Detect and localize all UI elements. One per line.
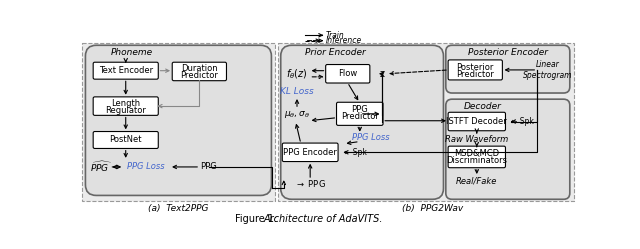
Text: KL Loss: KL Loss: [280, 87, 314, 96]
Text: (a)  Text2PPG: (a) Text2PPG: [148, 204, 209, 213]
Text: Text Encoder: Text Encoder: [99, 66, 153, 75]
Text: Linear
Spectrogram: Linear Spectrogram: [523, 60, 572, 80]
FancyBboxPatch shape: [85, 45, 271, 195]
Text: $\mu_\theta, \sigma_\theta$: $\mu_\theta, \sigma_\theta$: [284, 109, 310, 120]
Text: Train: Train: [326, 31, 344, 40]
Text: PPG: PPG: [351, 106, 368, 115]
FancyBboxPatch shape: [337, 102, 383, 125]
FancyBboxPatch shape: [446, 99, 570, 199]
Bar: [83, 43, 275, 201]
Text: PostNet: PostNet: [109, 135, 142, 144]
Text: Figure 1:: Figure 1:: [235, 214, 280, 224]
Text: Predictor: Predictor: [341, 112, 379, 122]
Text: Decoder: Decoder: [464, 102, 502, 111]
Text: Posterior: Posterior: [456, 63, 494, 72]
Text: Duration: Duration: [181, 64, 218, 73]
Text: ISTFT Decoder: ISTFT Decoder: [447, 117, 507, 126]
Text: Real/Fake: Real/Fake: [456, 176, 497, 185]
FancyBboxPatch shape: [448, 146, 506, 168]
Text: $\rightarrow$ PPG: $\rightarrow$ PPG: [295, 178, 326, 189]
Text: PPG Loss: PPG Loss: [352, 133, 389, 142]
Text: Raw Waveform: Raw Waveform: [445, 135, 508, 144]
FancyBboxPatch shape: [448, 112, 506, 131]
Text: Regulator: Regulator: [106, 106, 146, 115]
Text: Flow: Flow: [338, 69, 357, 78]
Text: Length: Length: [111, 99, 140, 108]
Text: $f_\theta(z)$: $f_\theta(z)$: [286, 67, 308, 81]
Text: PPG Loss: PPG Loss: [127, 162, 164, 172]
FancyBboxPatch shape: [172, 62, 227, 81]
FancyBboxPatch shape: [281, 45, 444, 199]
Text: MSD&MCD: MSD&MCD: [454, 149, 499, 158]
FancyBboxPatch shape: [448, 60, 502, 80]
FancyBboxPatch shape: [93, 62, 158, 79]
Text: PPG Encoder: PPG Encoder: [284, 148, 337, 157]
Text: Posterior Encoder: Posterior Encoder: [468, 49, 548, 58]
FancyBboxPatch shape: [326, 64, 370, 83]
Text: Predictor: Predictor: [456, 70, 494, 79]
Text: ← Spk: ← Spk: [511, 117, 534, 126]
Text: ← Spk: ← Spk: [344, 148, 366, 157]
Text: Prior Encoder: Prior Encoder: [305, 49, 366, 58]
Text: Predictor: Predictor: [180, 71, 218, 80]
FancyBboxPatch shape: [282, 143, 338, 162]
Text: Architecture of AdaVITS.: Architecture of AdaVITS.: [264, 214, 383, 224]
Text: PPG: PPG: [200, 162, 217, 172]
Text: Discriminators: Discriminators: [446, 156, 508, 165]
Text: Phoneme: Phoneme: [111, 49, 153, 58]
FancyBboxPatch shape: [446, 45, 570, 93]
FancyBboxPatch shape: [93, 97, 158, 115]
Bar: [278, 43, 573, 201]
Text: Inference: Inference: [326, 36, 362, 45]
Text: (b)  PPG2Wav: (b) PPG2Wav: [402, 204, 463, 213]
FancyBboxPatch shape: [93, 131, 158, 148]
Text: $\widehat{PPG}$: $\widehat{PPG}$: [90, 160, 112, 174]
Text: z: z: [380, 69, 385, 79]
